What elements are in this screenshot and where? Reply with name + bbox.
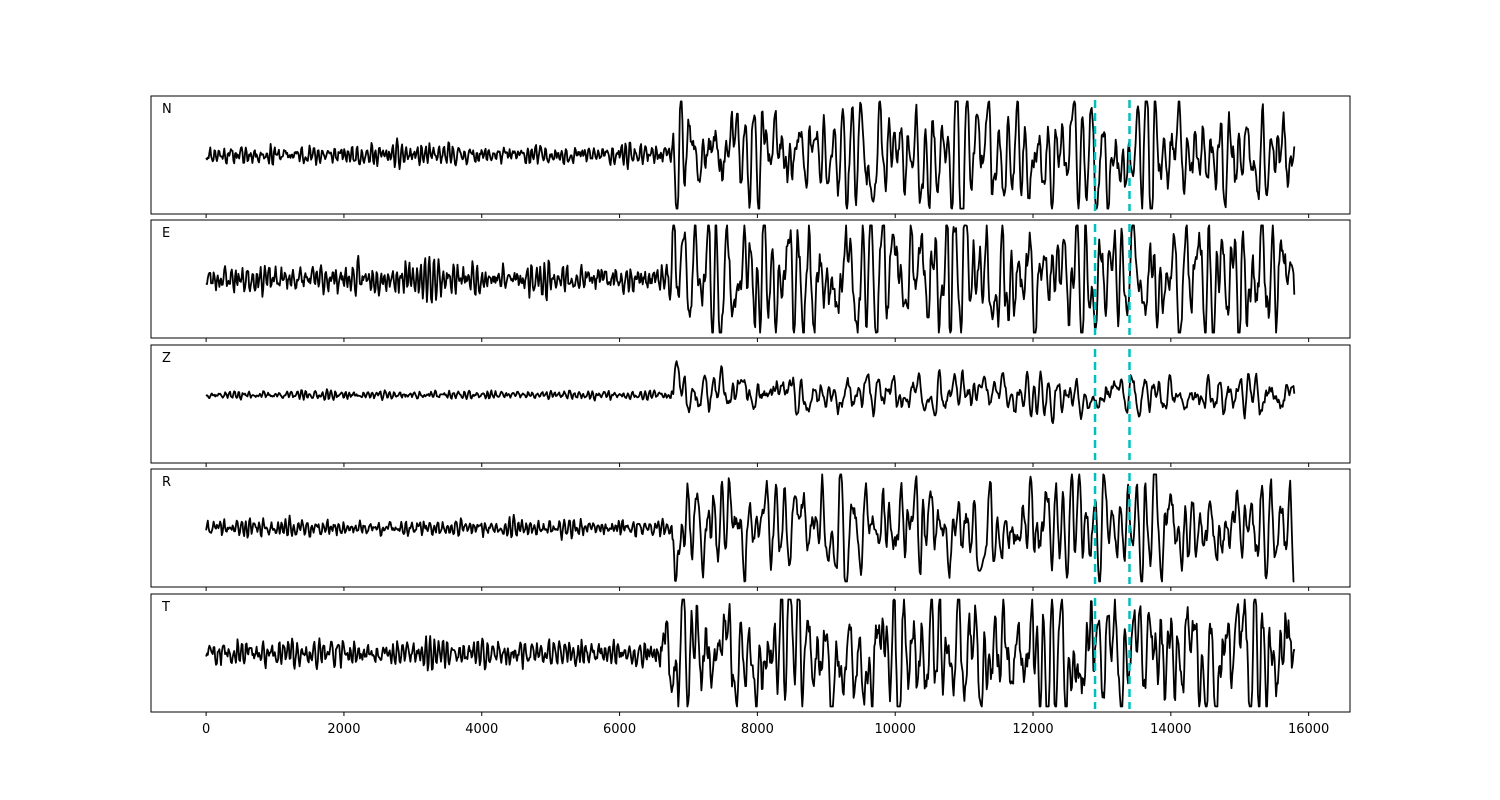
x-tick-label: 8000 bbox=[741, 722, 774, 737]
panels-group: N E Z R T bbox=[150, 95, 1351, 716]
x-tick-label: 10000 bbox=[875, 722, 916, 737]
panel-r: R bbox=[150, 468, 1351, 591]
panel-frame bbox=[150, 344, 1351, 464]
x-tick-label: 6000 bbox=[603, 722, 636, 737]
x-tick-label: 12000 bbox=[1012, 722, 1053, 737]
waveform-trace bbox=[205, 100, 1296, 210]
panel-t: T bbox=[150, 593, 1351, 716]
x-tick-label: 4000 bbox=[465, 722, 498, 737]
panel-label: Z bbox=[162, 351, 171, 366]
panel-frame bbox=[150, 219, 1351, 339]
x-tick-label: 14000 bbox=[1150, 722, 1191, 737]
panel-z: Z bbox=[150, 344, 1351, 467]
waveform-trace bbox=[205, 598, 1296, 708]
x-tick-label: 2000 bbox=[327, 722, 360, 737]
x-tick-label: 0 bbox=[202, 722, 210, 737]
panel-label: T bbox=[161, 600, 170, 615]
waveform-trace bbox=[205, 360, 1296, 425]
panel-frame bbox=[150, 593, 1351, 713]
panel-label: N bbox=[162, 102, 172, 117]
panel-frame bbox=[150, 95, 1351, 215]
panel-e: E bbox=[150, 219, 1351, 342]
waveform-trace bbox=[205, 224, 1296, 334]
x-axis: 0 2000 4000 6000 8000 10000 12000 14000 16000 bbox=[202, 722, 1329, 737]
waveform-trace bbox=[205, 473, 1295, 583]
panel-label: R bbox=[162, 475, 171, 490]
panel-n: N bbox=[150, 95, 1351, 218]
panel-frame bbox=[150, 468, 1351, 588]
x-tick-label: 16000 bbox=[1288, 722, 1329, 737]
panel-label: E bbox=[162, 226, 170, 241]
